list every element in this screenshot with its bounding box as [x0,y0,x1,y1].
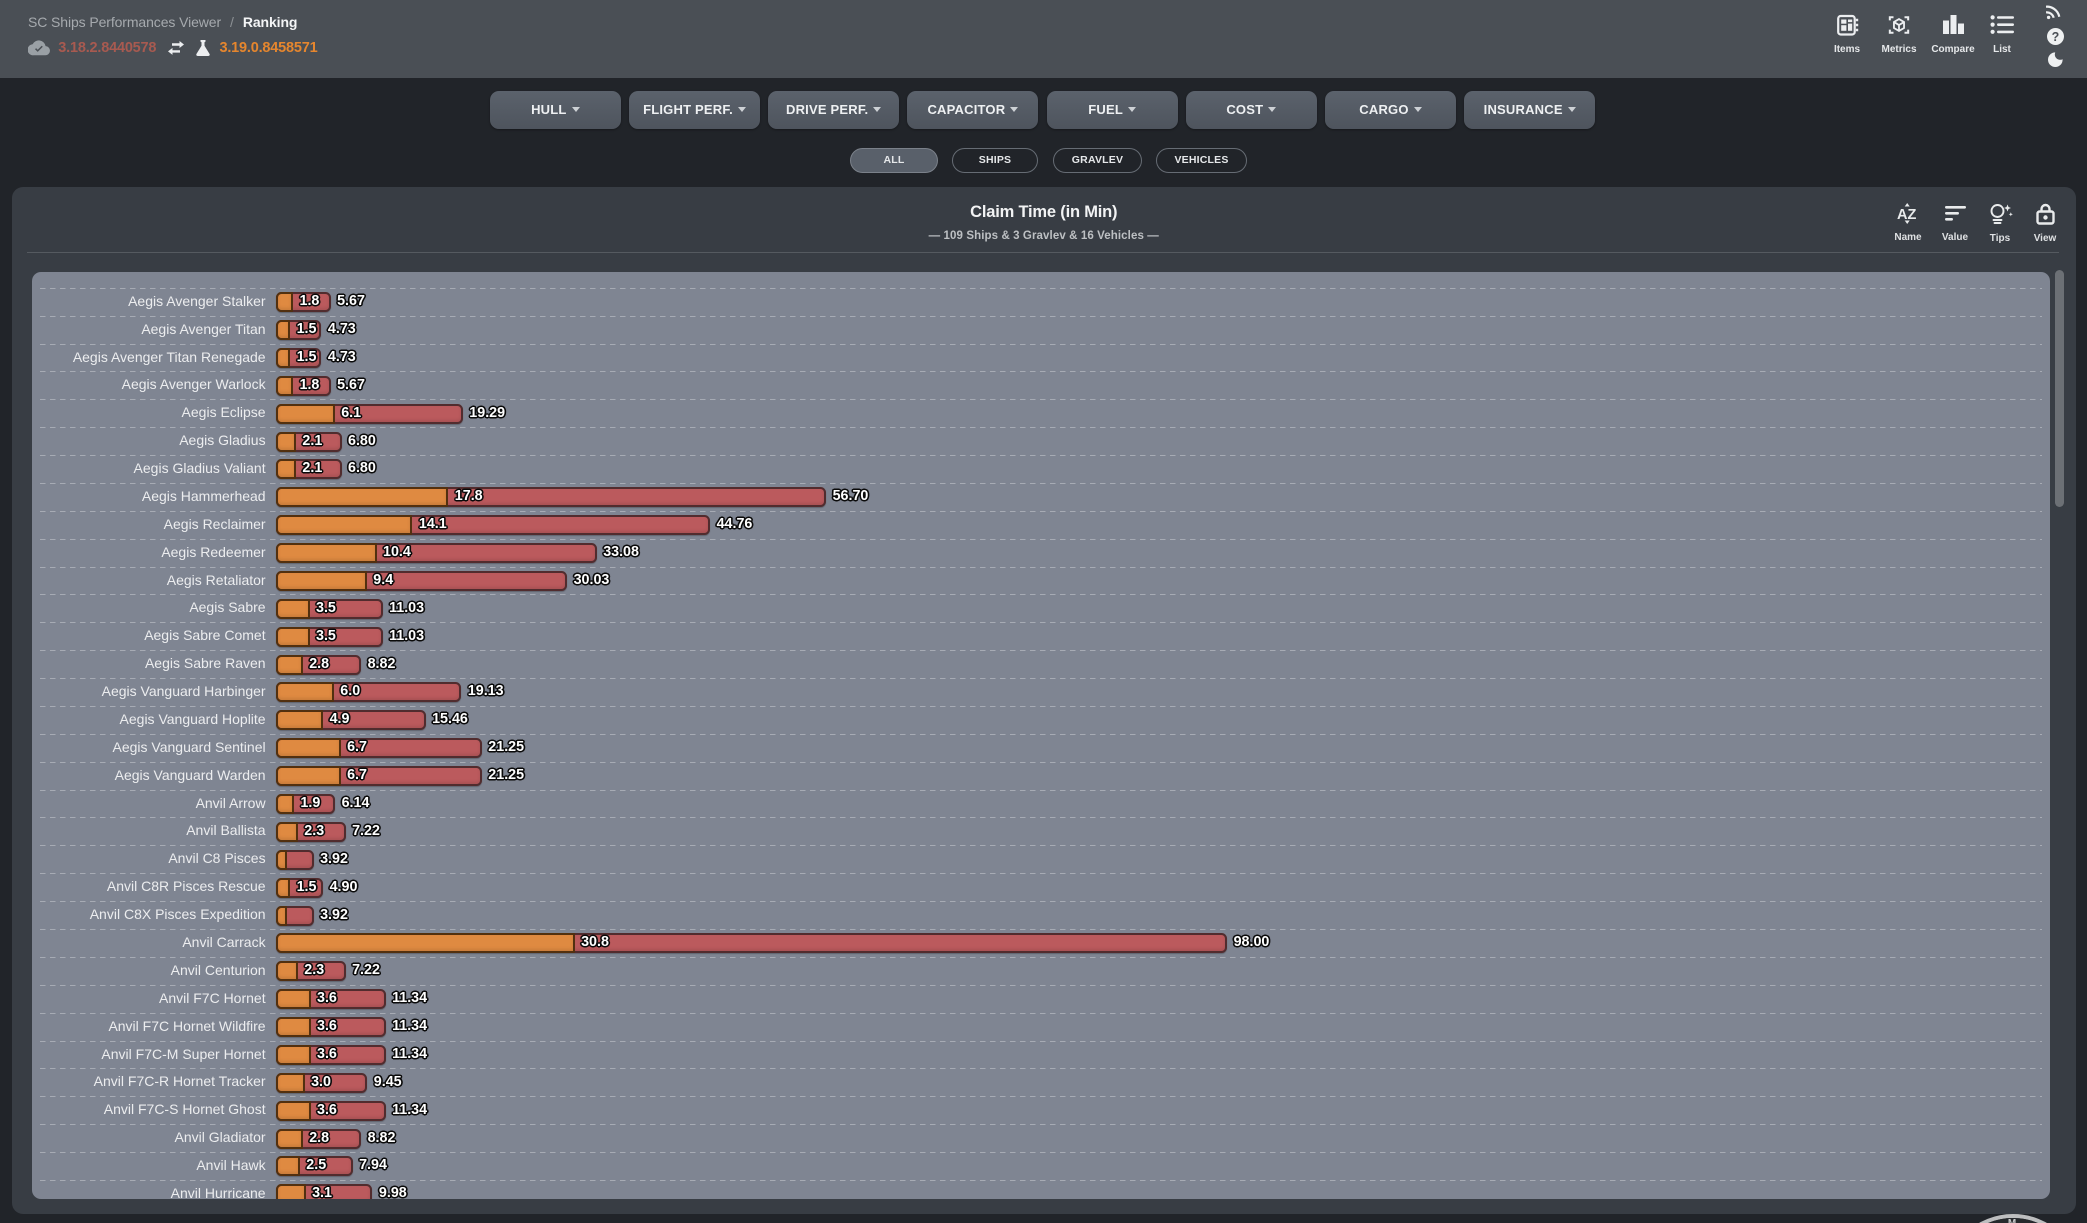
svg-text:AZ: AZ [1897,207,1916,223]
svg-text:?: ? [2052,30,2060,44]
